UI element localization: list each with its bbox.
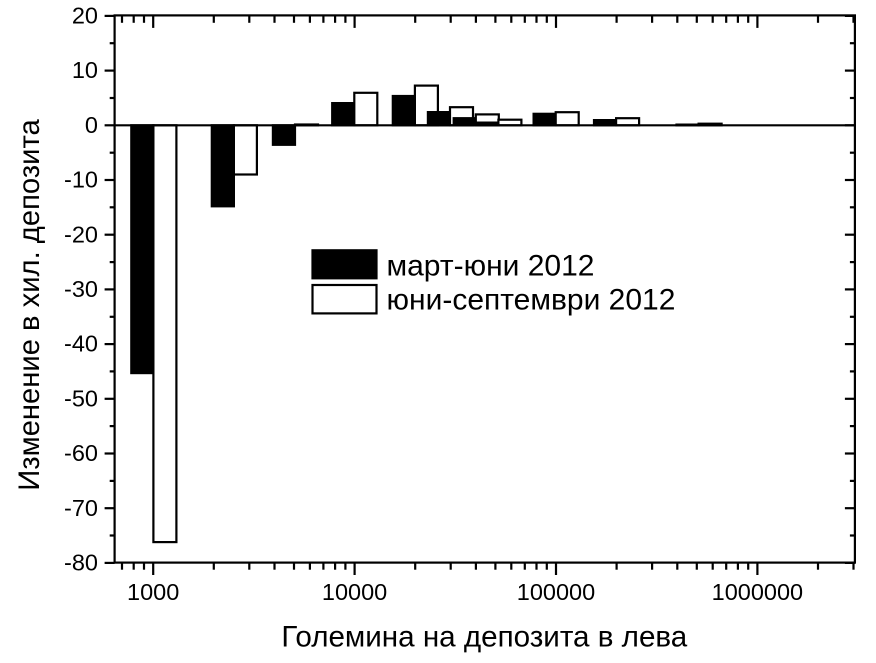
svg-text:-40: -40 xyxy=(64,331,98,357)
svg-text:0: 0 xyxy=(85,112,98,138)
svg-text:Големина на депозита в лева: Големина на депозита в лева xyxy=(281,621,687,654)
svg-text:100000: 100000 xyxy=(517,579,595,605)
svg-text:1000000: 1000000 xyxy=(712,579,804,605)
svg-text:20: 20 xyxy=(72,3,98,29)
svg-text:-60: -60 xyxy=(64,440,98,466)
svg-text:10000: 10000 xyxy=(322,579,387,605)
svg-text:юни-септември 2012: юни-септември 2012 xyxy=(387,284,676,317)
svg-text:-50: -50 xyxy=(64,385,98,411)
svg-text:-70: -70 xyxy=(64,495,98,521)
svg-text:-30: -30 xyxy=(64,276,98,302)
svg-text:-10: -10 xyxy=(64,167,98,193)
svg-text:10: 10 xyxy=(72,57,98,83)
svg-text:Изменение в хил. депозита: Изменение в хил. депозита xyxy=(14,119,46,491)
svg-text:-80: -80 xyxy=(64,550,98,576)
svg-text:-20: -20 xyxy=(64,221,98,247)
svg-text:1000: 1000 xyxy=(127,579,179,605)
svg-text:март-юни 2012: март-юни 2012 xyxy=(387,250,595,283)
